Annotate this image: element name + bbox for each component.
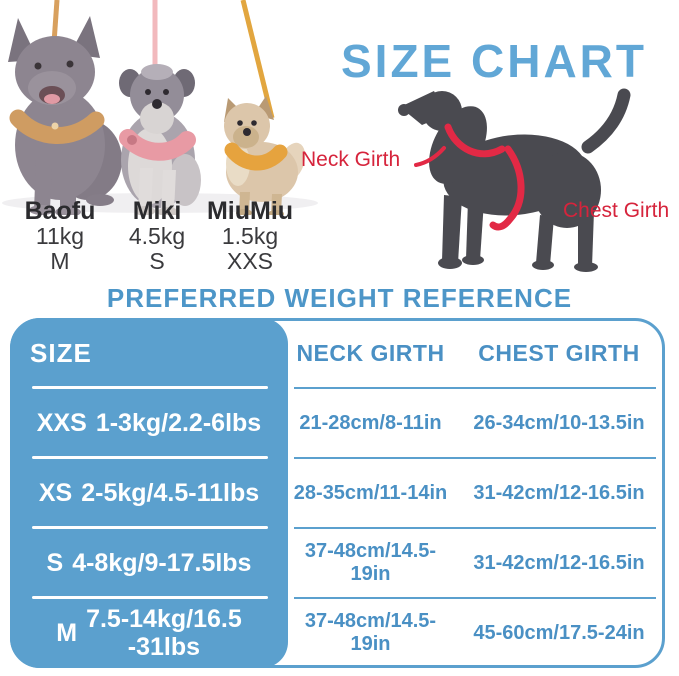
dog-miumiu-illustration xyxy=(224,96,306,215)
dog-miki-illustration xyxy=(119,64,201,215)
model-weight: 11kg xyxy=(35,223,85,249)
model-size: M xyxy=(50,248,70,274)
row-divider xyxy=(294,527,656,529)
table-row: XS 2-5kg/4.5-11lbs 28-35cm/11-14in 31-42… xyxy=(10,458,665,528)
model-name: MiuMiu xyxy=(206,197,294,225)
weight-range: 7.5-14kg/16.5 -31lbs xyxy=(86,605,242,661)
column-header-size: SIZE xyxy=(30,337,92,368)
chest-girth-cell: 31-42cm/12-16.5in xyxy=(473,551,645,574)
dog-baofu-illustration xyxy=(8,16,122,215)
chest-girth-cell: 45-60cm/17.5-24in xyxy=(473,621,645,644)
table-header-row: SIZE NECK GIRTH CHEST GIRTH xyxy=(10,318,665,388)
size-cell: XS 2-5kg/4.5-11lbs xyxy=(10,479,288,508)
model-name: Miki xyxy=(132,197,182,225)
neck-girth-cell: 37-48cm/14.5-19in xyxy=(304,540,437,585)
model-dogs-photo xyxy=(2,0,318,215)
model-name: Baofu xyxy=(24,197,96,225)
size-cell: M 7.5-14kg/16.5 -31lbs xyxy=(10,605,288,661)
weight-range: 4-8kg/9-17.5lbs xyxy=(72,549,252,577)
model-label-baofu: Baofu 11kg M xyxy=(12,198,108,274)
size-cell: S 4-8kg/9-17.5lbs xyxy=(10,549,288,578)
chest-girth-cell: 26-34cm/10-13.5in xyxy=(473,411,645,434)
size-value: S xyxy=(46,548,64,577)
row-divider xyxy=(32,596,268,599)
weight-range: 1-3kg/2.2-6lbs xyxy=(95,409,262,437)
model-weight: 1.5kg xyxy=(221,223,279,249)
row-divider xyxy=(32,386,268,389)
size-value: XXS xyxy=(36,408,87,437)
leash-miumiu xyxy=(240,0,275,119)
table-row: XXS 1-3kg/2.2-6lbs 21-28cm/8-11in 26-34c… xyxy=(10,388,665,458)
dog-measurement-diagram xyxy=(398,88,631,272)
row-divider xyxy=(294,387,656,389)
weight-range: 2-5kg/4.5-11lbs xyxy=(81,479,260,507)
neck-girth-label: Neck Girth xyxy=(301,148,401,171)
model-size: XXS xyxy=(226,248,274,274)
chest-girth-label: Chest Girth xyxy=(563,199,670,222)
row-divider xyxy=(32,456,268,459)
column-header-chest: CHEST GIRTH xyxy=(478,339,640,366)
chest-girth-cell: 31-42cm/12-16.5in xyxy=(473,481,645,504)
model-label-miki: Miki 4.5kg S xyxy=(109,198,205,274)
girth-measure-lines xyxy=(414,123,525,231)
row-divider xyxy=(294,597,656,599)
row-divider xyxy=(294,457,656,459)
table-size-column-background xyxy=(10,318,288,668)
size-value: M xyxy=(56,618,78,647)
neck-girth-cell: 21-28cm/8-11in xyxy=(299,411,442,434)
dog-silhouette xyxy=(398,88,631,272)
table-row: S 4-8kg/9-17.5lbs 37-48cm/14.5-19in 31-4… xyxy=(10,528,665,598)
table-row: M 7.5-14kg/16.5 -31lbs 37-48cm/14.5-19in… xyxy=(10,598,665,668)
page-title: SIZE CHART xyxy=(341,35,647,87)
column-header-neck: NECK GIRTH xyxy=(296,339,445,366)
model-label-miumiu: MiuMiu 1.5kg XXS xyxy=(202,198,298,274)
size-table: SIZE NECK GIRTH CHEST GIRTH XXS 1-3kg/2.… xyxy=(10,318,665,668)
model-size: S xyxy=(149,248,165,274)
size-value: XS xyxy=(38,478,73,507)
neck-girth-cell: 28-35cm/11-14in xyxy=(293,481,448,504)
neck-girth-cell: 37-48cm/14.5-19in xyxy=(304,610,437,655)
table-heading: PREFERRED WEIGHT REFERENCE xyxy=(106,283,573,313)
model-weight: 4.5kg xyxy=(128,223,186,249)
size-cell: XXS 1-3kg/2.2-6lbs xyxy=(10,409,288,438)
row-divider xyxy=(32,526,268,529)
